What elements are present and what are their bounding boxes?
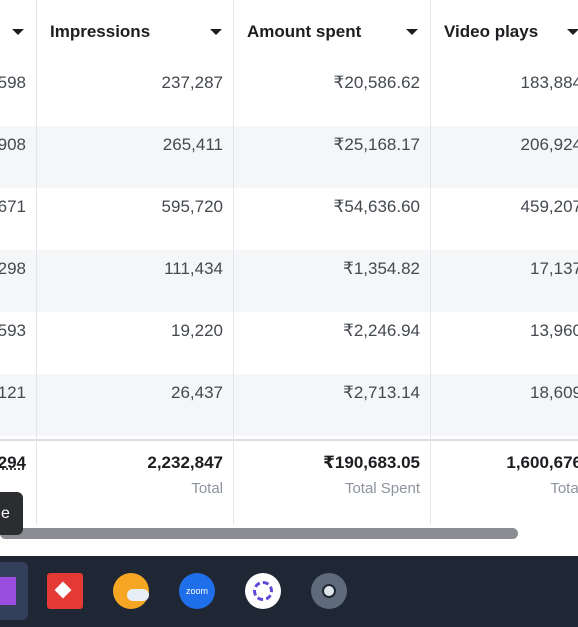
table-row[interactable]: 298 111,434 ₹1,354.82 17,137 [0,250,578,312]
table-cell: 183,884 [520,73,578,92]
table-cell: 298 [0,259,26,278]
icon-glyph [253,581,273,601]
sort-caret[interactable] [567,29,578,35]
column-divider [36,0,37,525]
column-header[interactable]: Impressions [50,22,151,41]
column-header[interactable]: Video plays [444,22,539,41]
taskbar: zoom [0,556,578,627]
total-value: 2,232,847 [147,453,223,472]
table-cell: ₹2,713.14 [343,383,420,402]
total-value: 294 [0,453,26,472]
table-row[interactable]: 598 237,287 ₹20,586.62 183,884 [0,64,578,126]
table-cell: 111,434 [164,259,223,278]
table-row[interactable]: 908 265,411 ₹25,168.17 206,924 [0,126,578,188]
table-cell: 26,437 [171,383,223,402]
data-table: Impressions Amount spent Video plays 598… [0,0,578,525]
table-row[interactable]: 671 595,720 ₹54,636.60 459,207 [0,188,578,250]
table-cell: 121 [0,383,26,402]
table-cell: ₹25,168.17 [333,135,420,154]
app-icon[interactable] [47,573,83,609]
table-cell: 459,207 [520,197,578,216]
table-cell: 19,220 [171,321,223,340]
table-cell: ₹2,246.94 [343,321,420,340]
table-cell: 206,924 [520,135,578,154]
table-cell: ₹20,586.62 [333,73,420,92]
table-cell: 265,411 [162,135,223,154]
column-divider [430,0,431,525]
table-cell: ₹54,636.60 [333,197,420,216]
tooltip: e [0,492,23,535]
total-value: 1,600,676 [506,453,578,472]
column-divider [233,0,234,525]
table-cell: 671 [0,197,26,216]
total-label: Total Spent [344,480,420,497]
sort-caret[interactable] [406,29,418,35]
table-row[interactable]: 593 19,220 ₹2,246.94 13,960 [0,312,578,374]
table-cell: 595,720 [161,197,223,216]
table-cell: 13,960 [530,321,578,340]
total-value: ₹190,683.05 [323,453,420,472]
table-cell: 237,287 [161,73,223,92]
app-icon[interactable]: zoom [179,573,215,609]
column-header[interactable]: Amount spent [247,22,362,41]
table-row[interactable]: 121 26,437 ₹2,713.14 18,609 [0,374,578,436]
scrollbar[interactable] [0,528,518,539]
table-cell: ₹1,354.82 [343,259,420,278]
sort-caret[interactable] [12,29,24,35]
totals-divider [0,439,578,441]
total-label: Total [550,480,578,497]
table-cell: 17,137 [530,259,578,278]
table-cell: 908 [0,135,26,154]
table-cell: 18,609 [530,383,578,402]
total-label: Total [191,480,223,497]
app-icon[interactable] [311,573,347,609]
icon-glyph [54,581,72,599]
table-cell: 598 [0,73,26,92]
table-cell: 593 [0,321,26,340]
sort-caret[interactable] [210,29,222,35]
icon-glyph [127,589,149,601]
app-icon[interactable] [245,573,281,609]
app-icon[interactable] [113,573,149,609]
icon-glyph [322,584,336,598]
app-icon[interactable] [0,577,16,605]
